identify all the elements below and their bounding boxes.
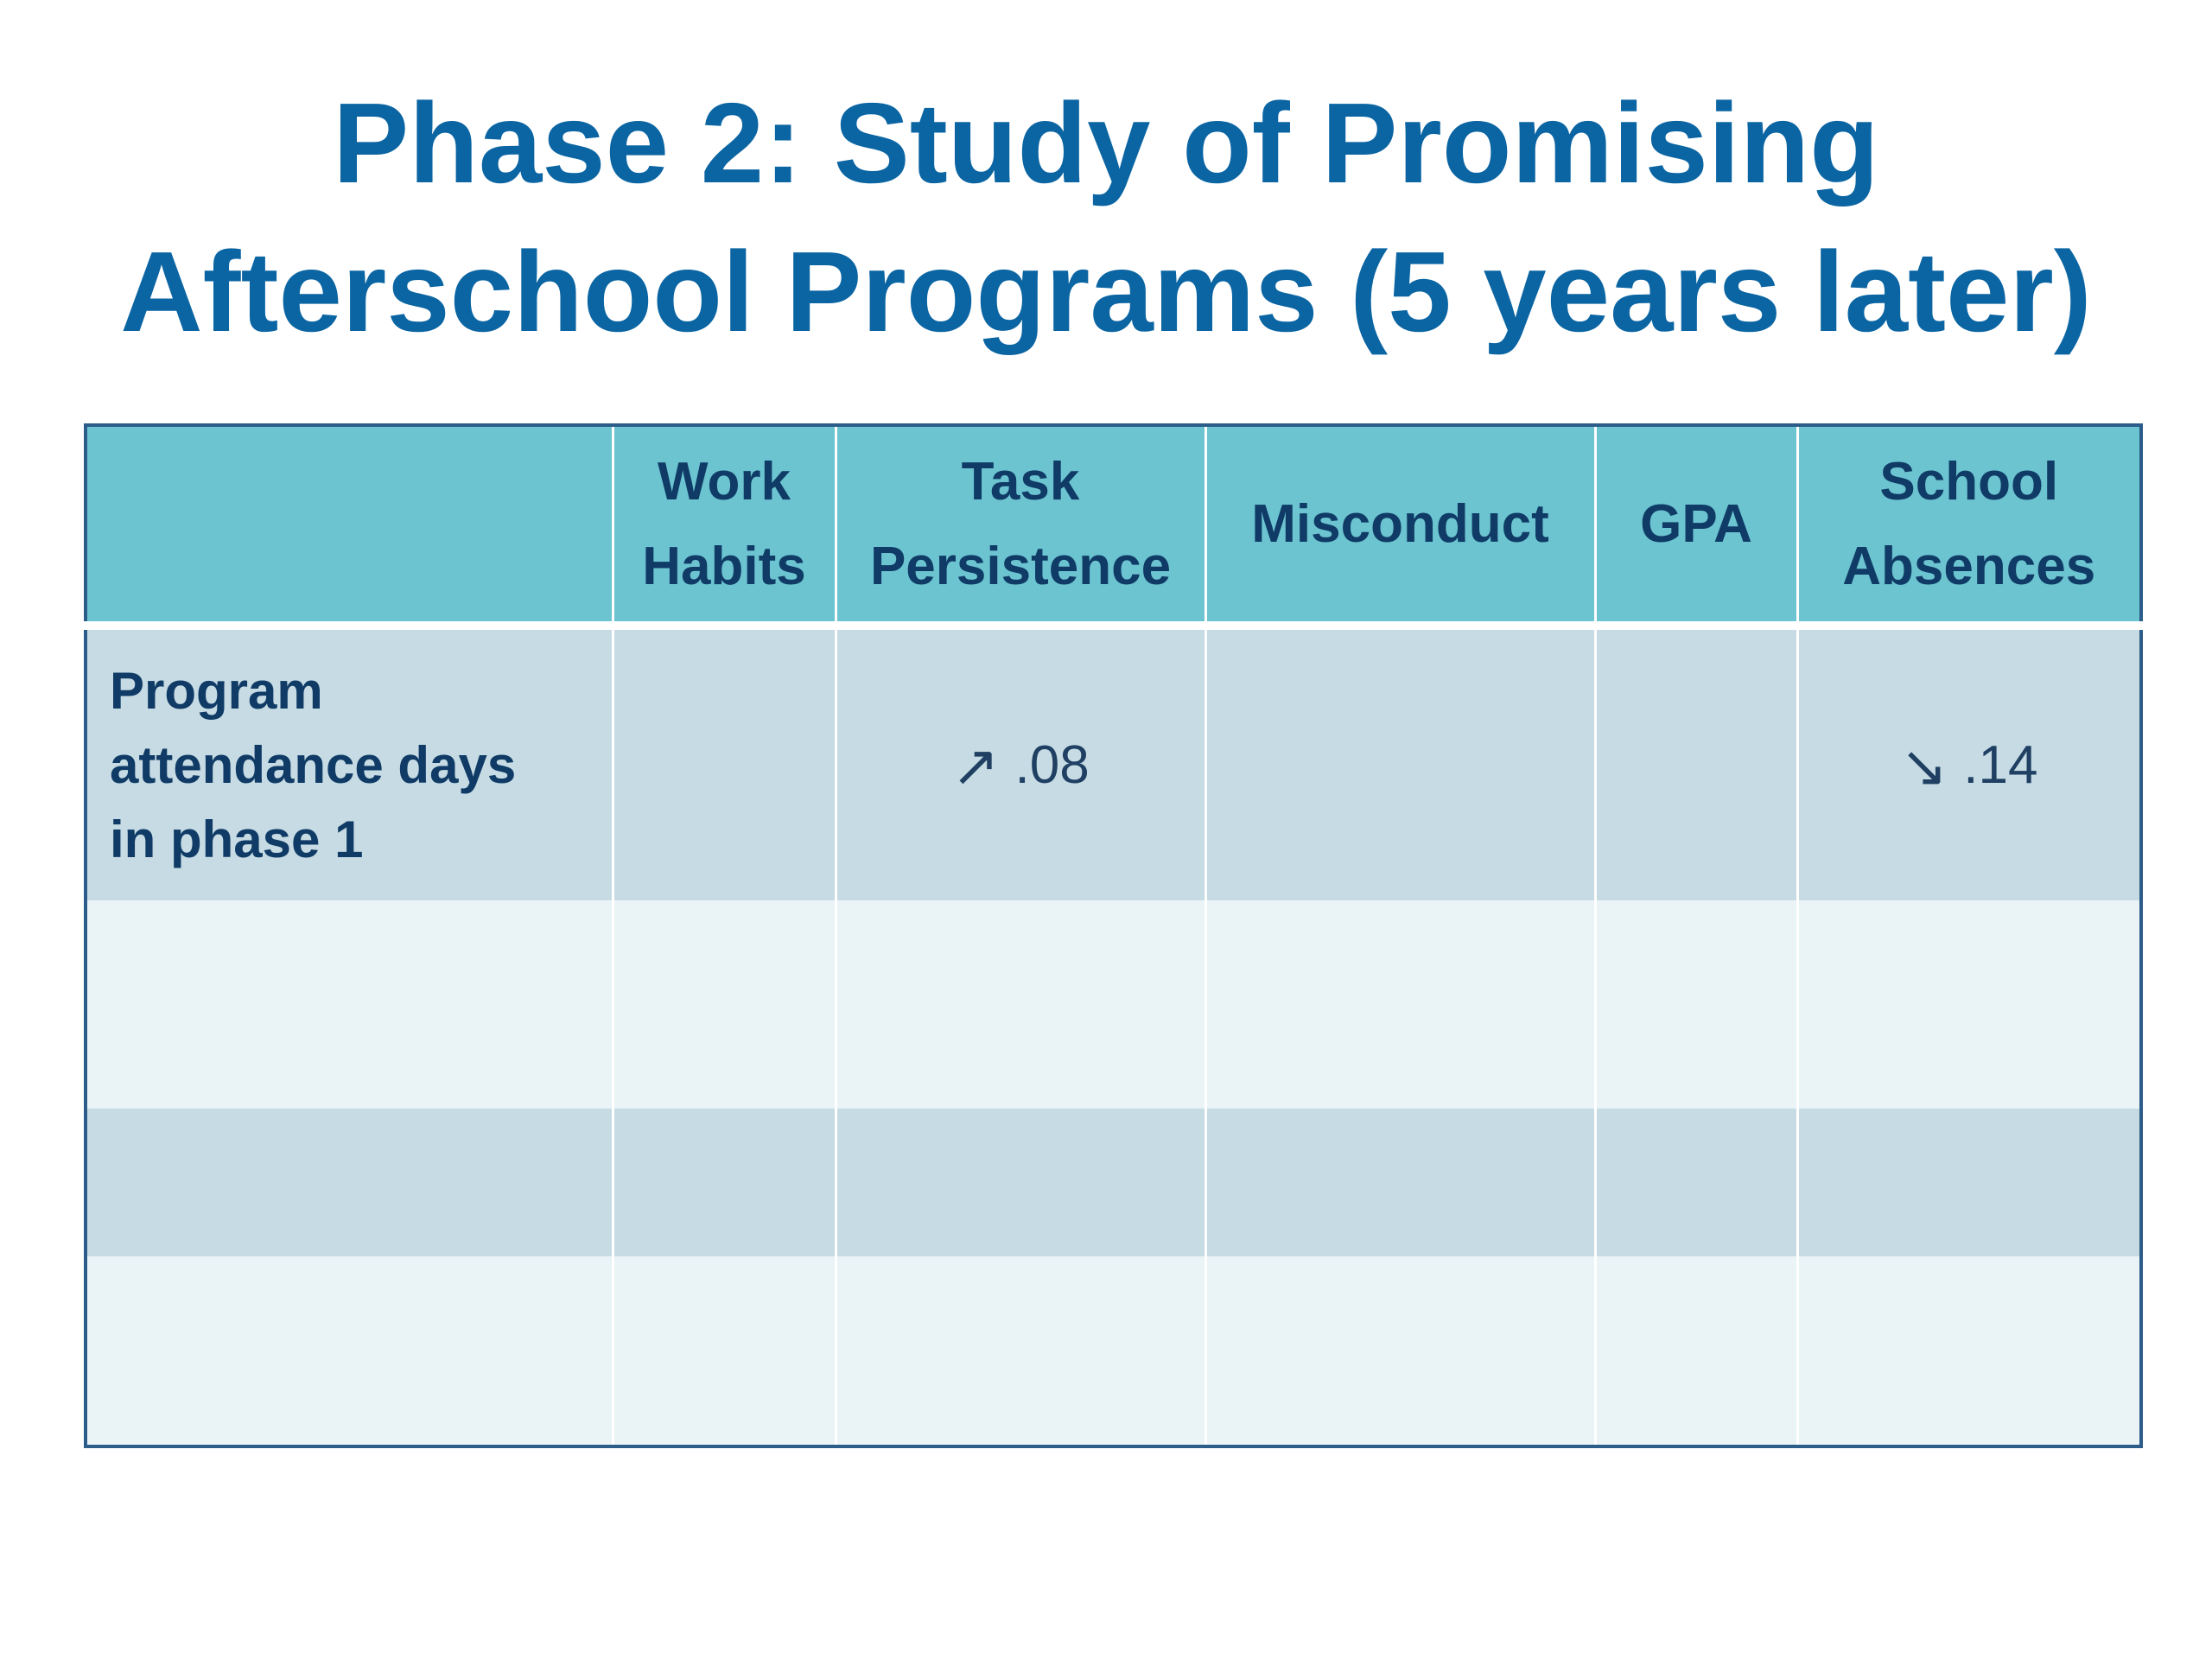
table-cell <box>1796 900 2141 1109</box>
slide-title: Phase 2: Study of Promising Afterschool … <box>0 69 2212 366</box>
table-row <box>86 1108 2141 1256</box>
header-gpa: GPA <box>1593 425 1799 630</box>
table-cell <box>611 900 837 1109</box>
table-cell <box>611 1255 837 1446</box>
table-cell <box>834 1255 1207 1446</box>
cell-gpa <box>1593 626 1799 901</box>
title-line-2: Afterschool Programs (5 years later) <box>120 228 2092 355</box>
table-cell <box>86 1255 614 1446</box>
header-work-habits: Work Habits <box>611 425 837 630</box>
table-cell <box>1796 1255 2141 1446</box>
value-school-absences: .14 <box>1963 735 2038 796</box>
cell-work-habits <box>611 626 837 901</box>
table-cell <box>86 900 614 1109</box>
row-label-program-attendance: Program attendance days in phase 1 <box>86 626 614 901</box>
table-row <box>86 1255 2141 1446</box>
table-cell <box>834 900 1207 1109</box>
table-row: Program attendance days in phase 1 ↗ .08 … <box>86 626 2141 901</box>
header-misconduct: Misconduct <box>1204 425 1597 630</box>
header-school-absences: School Absences <box>1796 425 2141 630</box>
table-cell <box>1204 900 1597 1109</box>
table-cell <box>1796 1108 2141 1256</box>
cell-school-absences: ↘ .14 <box>1796 626 2141 901</box>
cell-misconduct <box>1204 626 1597 901</box>
table-cell <box>1593 1108 1799 1256</box>
table-cell <box>1204 1255 1597 1446</box>
arrow-up-right-icon: ↗ <box>951 733 1000 798</box>
results-table: Work Habits Task Persistence Misconduct … <box>84 423 2143 1448</box>
table-cell <box>86 1108 614 1256</box>
table-cell <box>834 1108 1207 1256</box>
table-cell <box>1593 1255 1799 1446</box>
table-cell <box>1204 1108 1597 1256</box>
table-cell <box>1593 900 1799 1109</box>
table-cell <box>611 1108 837 1256</box>
header-task-persistence: Task Persistence <box>834 425 1207 630</box>
table-row <box>86 900 2141 1109</box>
value-task-persistence: .08 <box>1014 735 1090 796</box>
header-cell-empty <box>86 425 614 630</box>
title-line-1: Phase 2: Study of Promising <box>333 79 1879 207</box>
arrow-down-right-icon: ↘ <box>1899 733 1948 798</box>
cell-task-persistence: ↗ .08 <box>834 626 1207 901</box>
header-row: Work Habits Task Persistence Misconduct … <box>86 425 2141 630</box>
